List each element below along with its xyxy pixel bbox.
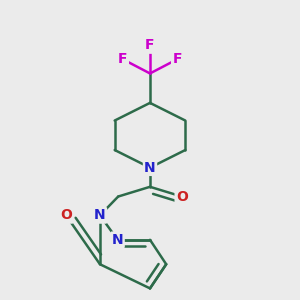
- Text: N: N: [144, 161, 156, 175]
- Text: F: F: [118, 52, 128, 66]
- Text: O: O: [176, 190, 188, 203]
- Text: N: N: [112, 233, 123, 247]
- Text: F: F: [145, 38, 155, 52]
- Text: O: O: [60, 208, 72, 222]
- Text: F: F: [172, 52, 182, 66]
- Text: N: N: [94, 208, 106, 222]
